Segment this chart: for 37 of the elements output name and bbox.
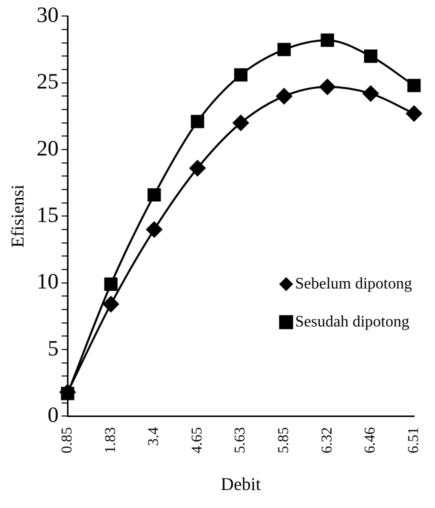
point — [406, 106, 422, 122]
point — [407, 78, 421, 92]
point — [148, 188, 161, 202]
point — [146, 222, 162, 238]
x-tick-label: 6.51 — [406, 427, 422, 454]
point — [190, 160, 206, 176]
point — [60, 386, 74, 400]
y-axis-title: Efisiensi — [8, 184, 28, 248]
x-tick-label: 5.63 — [232, 427, 249, 454]
point — [319, 78, 336, 95]
y-tick-label: 15 — [36, 202, 59, 227]
x-tick-label: 1.83 — [102, 427, 119, 454]
x-tick-label: 3.4 — [146, 426, 162, 446]
point — [362, 86, 379, 102]
point — [234, 68, 248, 82]
point — [320, 34, 334, 47]
x-axis-title: Debit — [220, 474, 261, 494]
point — [190, 114, 204, 128]
y-tick-label: 25 — [36, 68, 59, 94]
legend-label: Sebelum dipotong — [295, 275, 412, 292]
legend-label: Sesudah dipotong — [295, 313, 410, 330]
x-tick-label: 5.85 — [276, 427, 292, 454]
y-tick-label: 20 — [36, 135, 59, 160]
point — [277, 42, 291, 56]
x-tick-label: 0.85 — [60, 427, 76, 454]
y-tick-label: 10 — [36, 268, 59, 294]
x-tick-label: 4.65 — [189, 427, 206, 454]
y-tick-label: 5 — [48, 335, 59, 360]
y-tick-label: 0 — [48, 402, 59, 427]
x-tick-label: 6.32 — [319, 427, 336, 454]
x-tick-label: 6.46 — [362, 426, 379, 454]
point — [276, 88, 292, 104]
point — [364, 50, 378, 63]
y-tick-label: 30 — [36, 2, 59, 27]
point — [232, 114, 249, 131]
point — [104, 278, 118, 291]
point — [102, 296, 119, 312]
